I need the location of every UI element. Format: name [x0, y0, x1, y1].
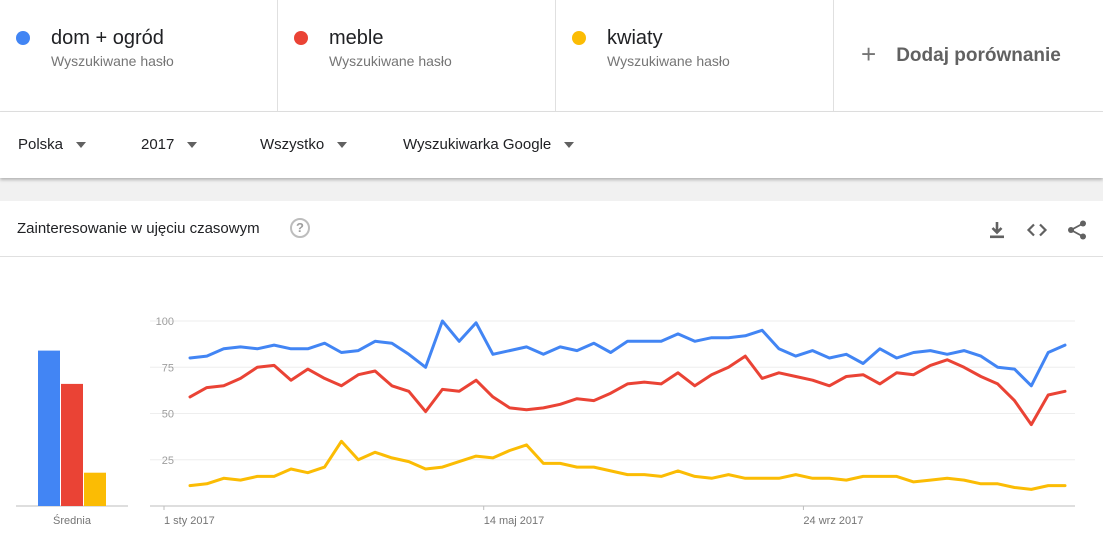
region-dropdown[interactable]: Polska	[18, 136, 87, 153]
caret-down-icon	[76, 141, 87, 148]
term-name: kwiaty	[607, 27, 663, 49]
y-tick-label: 25	[162, 455, 174, 467]
caret-down-icon	[187, 141, 198, 148]
interest-over-time-chart[interactable]: 100 75 50 25 1 sty 2017 14 maj 2017 24 wrz 201…	[0, 201, 1103, 546]
term-color-dot	[572, 31, 586, 45]
add-comparison-button[interactable]: + Dodaj porównanie	[834, 0, 1103, 111]
x-tick-label: 14 maj 2017	[484, 515, 545, 527]
card-header: Zainteresowanie w ujęciu czasowym ?	[0, 201, 1103, 257]
series-line-3	[188, 439, 1067, 491]
term-type: Wyszukiwane hasło	[329, 53, 452, 69]
y-tick-label: 100	[156, 316, 174, 328]
x-tick-label: 1 sty 2017	[164, 515, 215, 527]
series-line-2	[188, 354, 1067, 427]
term-color-dot	[294, 31, 308, 45]
term-name: meble	[329, 27, 384, 49]
term-type: Wyszukiwane hasło	[607, 53, 730, 69]
term-name: dom + ogród	[51, 27, 164, 49]
share-icon[interactable]	[1066, 219, 1088, 241]
y-tick-label: 75	[162, 362, 174, 374]
time-range-label: 2017	[141, 136, 175, 153]
series-line-1	[188, 319, 1067, 388]
term-kwiaty[interactable]: kwiaty Wyszukiwane hasło	[556, 0, 834, 112]
plus-icon: +	[861, 38, 877, 69]
category-dropdown[interactable]: Wszystko	[260, 136, 348, 153]
search-property-label: Wyszukiwarka Google	[403, 136, 552, 153]
term-type: Wyszukiwane hasło	[51, 53, 174, 69]
search-property-dropdown[interactable]: Wyszukiwarka Google	[403, 136, 575, 153]
time-range-dropdown[interactable]: 2017	[141, 136, 198, 153]
filter-bar: Polska 2017 Wszystko Wyszukiwarka Google	[0, 112, 1103, 178]
average-bar-1	[38, 350, 60, 506]
y-tick-label: 50	[162, 409, 174, 421]
term-color-dot	[16, 31, 30, 45]
x-tick-label: 24 wrz 2017	[803, 515, 863, 527]
category-label: Wszystko	[260, 136, 325, 153]
card-title: Zainteresowanie w ujęciu czasowym	[17, 220, 260, 237]
term-meble[interactable]: meble Wyszukiwane hasło	[278, 0, 556, 112]
embed-icon[interactable]	[1026, 219, 1048, 241]
download-icon[interactable]	[986, 219, 1008, 241]
caret-down-icon	[337, 141, 348, 148]
compare-terms-bar: dom + ogród Wyszukiwane hasło meble Wysz…	[0, 0, 1103, 112]
average-bar-2	[61, 383, 83, 506]
average-label: Średnia	[53, 514, 92, 527]
add-comparison-label: Dodaj porównanie	[896, 44, 1061, 66]
term-dom-ogrod[interactable]: dom + ogród Wyszukiwane hasło	[0, 0, 278, 112]
average-bar-3	[84, 472, 106, 506]
help-icon[interactable]: ?	[290, 218, 310, 238]
interest-over-time-card: Zainteresowanie w ujęciu czasowym ? 100 7…	[0, 201, 1103, 546]
caret-down-icon	[564, 141, 575, 148]
region-label: Polska	[18, 136, 64, 153]
